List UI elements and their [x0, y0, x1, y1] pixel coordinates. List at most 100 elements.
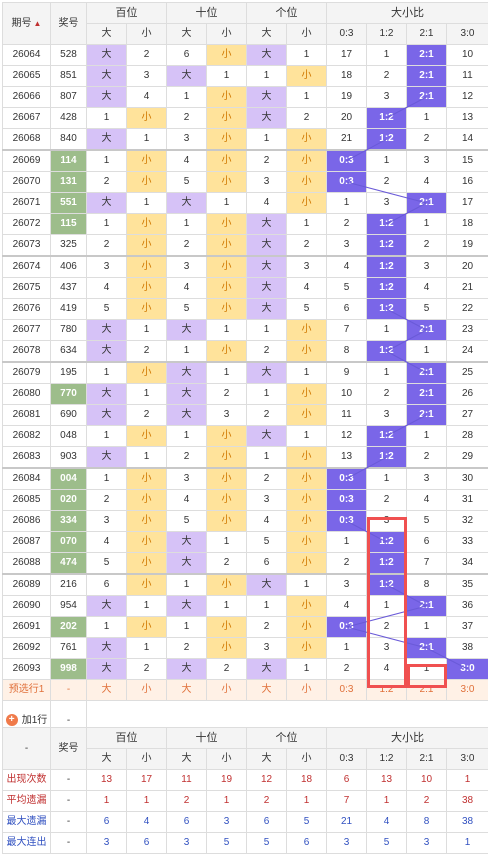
omission-cell: 4	[406, 277, 447, 299]
omission-cell: 2	[166, 446, 207, 469]
sub-header-7: 1:2	[366, 748, 407, 770]
stats-num: -	[50, 769, 87, 791]
predict-cell-4[interactable]: 大	[246, 679, 287, 701]
table-row: 26080 770 大 1 大 2 1 小 10 2 2:1 26	[2, 383, 488, 405]
omission-cell: 2	[366, 65, 407, 87]
stats-value: 3	[86, 832, 127, 854]
small-mark: 小	[126, 616, 167, 638]
omission-cell: 3	[366, 510, 407, 532]
big-mark: 大	[86, 637, 127, 659]
stats-label: 最大连出	[2, 832, 51, 854]
stats-value: 3	[206, 811, 247, 833]
stats-value: 5	[286, 811, 327, 833]
stats-value: 1	[126, 790, 167, 812]
predict-cell-5[interactable]: 小	[286, 679, 327, 701]
omission-cell: 7	[326, 319, 367, 341]
table-row: 26064 528 大 2 6 小大 1 17 1 2:1 10	[2, 44, 488, 66]
stats-value: 17	[126, 769, 167, 791]
small-mark: 小	[286, 404, 327, 426]
omission-cell: 1	[246, 65, 287, 87]
big-mark: 大	[86, 44, 127, 66]
prize-cell: 840	[50, 128, 87, 151]
ratio-mark: 0:3	[326, 171, 367, 193]
stats-row: 最大连出 -3 6 3 5 5 6 3 5 3 1	[2, 832, 488, 854]
small-mark: 小	[206, 44, 247, 66]
omission-cell: 1	[126, 192, 167, 214]
omission-cell: 1	[366, 595, 407, 617]
omission-cell: 3	[366, 192, 407, 214]
predict-label[interactable]: 预选行1	[2, 679, 51, 701]
stats-value: 1	[286, 790, 327, 812]
prize-cell: 437	[50, 277, 87, 299]
omission-cell: 1	[246, 446, 287, 469]
omission-cell: 6	[166, 44, 207, 66]
predict-cell-0[interactable]: 大	[86, 679, 127, 701]
small-mark: 小	[126, 277, 167, 299]
omission-cell: 2	[326, 213, 367, 235]
issue-column-header[interactable]: 期号 ▲	[2, 2, 51, 45]
table-row: 26085 020 2 小 4 小 3 小 0:3 2 4 31	[2, 489, 488, 511]
small-mark: 小	[206, 213, 247, 235]
prize-cell: 634	[50, 340, 87, 363]
omission-cell: 20	[446, 255, 488, 278]
prize-cell: 690	[50, 404, 87, 426]
footer-tens-header: 十位	[166, 727, 247, 749]
omission-cell: 9	[326, 361, 367, 384]
big-mark: 大	[86, 128, 127, 151]
big-mark: 大	[166, 552, 207, 575]
small-mark: 小	[206, 637, 247, 659]
predict-cell-3[interactable]: 小	[206, 679, 247, 701]
big-mark: 大	[166, 383, 207, 405]
prize-cell: 807	[50, 86, 87, 108]
predict-cell-6[interactable]: 0:3	[326, 679, 367, 701]
omission-cell: 4	[406, 171, 447, 193]
issue-cell: 26088	[2, 552, 51, 575]
prize-cell: 474	[50, 552, 87, 575]
big-mark: 大	[246, 361, 287, 384]
predict-cell-8[interactable]: 2:1	[406, 679, 447, 701]
footer-issue-header: -	[2, 727, 51, 770]
stats-value: 11	[166, 769, 207, 791]
prize-cell: 428	[50, 107, 87, 129]
ratio-mark: 1:2	[366, 128, 407, 151]
ratio-mark: 1:2	[366, 234, 407, 257]
stats-value: 5	[206, 832, 247, 854]
omission-cell: 29	[446, 446, 488, 469]
omission-cell: 2	[326, 658, 367, 680]
issue-cell: 26082	[2, 425, 51, 447]
units-header: 个位	[246, 2, 327, 24]
omission-cell: 2	[406, 446, 447, 469]
omission-cell: 4	[166, 489, 207, 511]
big-mark: 大	[246, 573, 287, 596]
omission-cell: 2	[86, 489, 127, 511]
sort-arrow-icon[interactable]: ▲	[33, 18, 42, 28]
omission-cell: 2	[366, 616, 407, 638]
predict-cell-7[interactable]: 1:2	[366, 679, 407, 701]
omission-cell: 1	[166, 340, 207, 363]
ratio-mark: 0:3	[326, 616, 367, 638]
table-row: 26073 325 2 小 2 小大 2 3 1:2 2 19	[2, 234, 488, 257]
table-row: 26066 807 大 4 1 小大 1 19 3 2:1 12	[2, 86, 488, 108]
prize-cell: 020	[50, 489, 87, 511]
big-mark: 大	[246, 277, 287, 299]
prize-column-header: 奖号	[50, 2, 87, 45]
omission-cell: 31	[446, 489, 488, 511]
small-mark: 小	[126, 573, 167, 596]
omission-cell: 1	[246, 128, 287, 151]
predict-cell-9[interactable]: 3:0	[446, 679, 488, 701]
omission-cell: 1	[166, 573, 207, 596]
small-mark: 小	[126, 149, 167, 172]
omission-cell: 37	[446, 616, 488, 638]
table-row: 26090 954 大 1 大 1 1 小 4 1 2:1 36	[2, 595, 488, 617]
omission-cell: 2	[86, 234, 127, 257]
predict-cell-1[interactable]: 小	[126, 679, 167, 701]
predict-cell-2[interactable]: 大	[166, 679, 207, 701]
stats-value: 18	[286, 769, 327, 791]
table-row: 26072 115 1 小 1 小大 1 2 1:2 1 18	[2, 213, 488, 235]
issue-cell: 26078	[2, 340, 51, 363]
ratio-mark: 2:1	[406, 637, 447, 659]
omission-cell: 1	[126, 637, 167, 659]
omission-cell: 2	[126, 404, 167, 426]
omission-cell: 8	[406, 573, 447, 596]
ratio-mark: 1:2	[366, 552, 407, 575]
